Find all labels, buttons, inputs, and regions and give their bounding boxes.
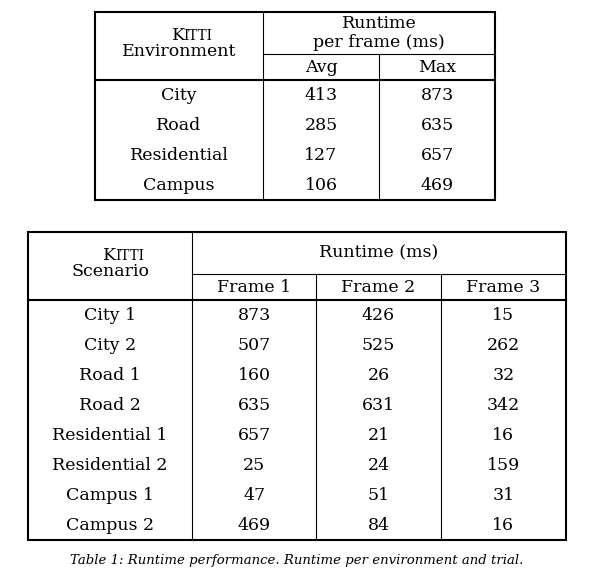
Text: 84: 84	[368, 516, 390, 533]
Text: 127: 127	[304, 146, 337, 163]
Text: 507: 507	[238, 336, 271, 353]
Text: 21: 21	[368, 427, 390, 444]
Text: 16: 16	[492, 427, 514, 444]
Text: 342: 342	[486, 397, 520, 414]
Text: Residential 1: Residential 1	[52, 427, 168, 444]
Text: 31: 31	[492, 486, 514, 503]
Text: ITTI: ITTI	[115, 248, 144, 263]
Text: Road 2: Road 2	[79, 397, 141, 414]
Text: K: K	[103, 247, 116, 264]
Text: 15: 15	[492, 306, 514, 323]
Text: Frame 3: Frame 3	[466, 278, 541, 295]
Text: 657: 657	[238, 427, 271, 444]
Text: Campus 2: Campus 2	[66, 516, 154, 533]
Text: Residential 2: Residential 2	[52, 456, 168, 473]
Text: City 1: City 1	[84, 306, 136, 323]
Text: 285: 285	[304, 117, 337, 134]
Text: Campus 1: Campus 1	[66, 486, 154, 503]
Text: 47: 47	[243, 486, 266, 503]
Text: 635: 635	[421, 117, 454, 134]
Text: Frame 2: Frame 2	[342, 278, 416, 295]
Text: Road 1: Road 1	[79, 366, 141, 383]
Text: 873: 873	[421, 87, 454, 104]
Text: 262: 262	[486, 336, 520, 353]
Text: 26: 26	[368, 366, 390, 383]
Text: City 2: City 2	[84, 336, 136, 353]
Bar	[28, 232, 566, 540]
Text: Scenario: Scenario	[71, 263, 149, 280]
Text: Road: Road	[156, 117, 201, 134]
Text: 160: 160	[238, 366, 271, 383]
Text: Max: Max	[418, 59, 456, 76]
Text: City: City	[161, 87, 197, 104]
Text: 16: 16	[492, 516, 514, 533]
Text: 32: 32	[492, 366, 514, 383]
Text: 426: 426	[362, 306, 395, 323]
Text: Campus: Campus	[143, 176, 215, 193]
Text: ITTI: ITTI	[184, 29, 213, 43]
Text: 25: 25	[243, 456, 266, 473]
Text: Residential: Residential	[129, 146, 229, 163]
Text: 159: 159	[486, 456, 520, 473]
Text: 469: 469	[421, 176, 454, 193]
Text: Avg: Avg	[305, 59, 337, 76]
Text: 631: 631	[362, 397, 395, 414]
Text: 657: 657	[421, 146, 454, 163]
Bar	[95, 12, 495, 200]
Text: 106: 106	[305, 176, 337, 193]
Text: Frame 1: Frame 1	[217, 278, 291, 295]
Text: K: K	[172, 27, 185, 44]
Text: 413: 413	[305, 87, 337, 104]
Text: 525: 525	[362, 336, 395, 353]
Text: 635: 635	[238, 397, 271, 414]
Text: Runtime (ms): Runtime (ms)	[320, 244, 439, 261]
Text: 24: 24	[368, 456, 390, 473]
Text: Table 1: Runtime performance. Runtime per environment and trial.: Table 1: Runtime performance. Runtime pe…	[70, 554, 524, 567]
Text: Runtime
per frame (ms): Runtime per frame (ms)	[313, 15, 445, 52]
Text: 469: 469	[238, 516, 271, 533]
Text: 873: 873	[238, 306, 271, 323]
Text: 51: 51	[368, 486, 390, 503]
Text: Environment: Environment	[122, 43, 236, 60]
